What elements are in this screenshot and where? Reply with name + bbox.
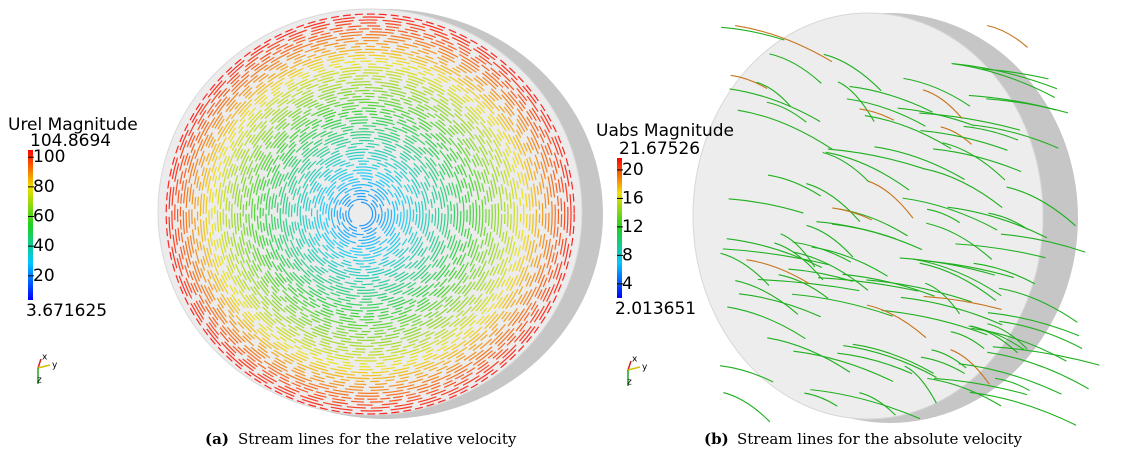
tick-label: 16 (622, 188, 644, 208)
stream-line (723, 393, 769, 422)
tick-label: 4 (622, 274, 633, 294)
tick-label: 20 (33, 266, 55, 286)
axis-x-label: x (42, 353, 48, 363)
tick-label: 20 (622, 160, 644, 180)
figure: Urel Magnitude104.86943.6716252040608010… (0, 0, 1140, 458)
axis-y (628, 367, 640, 370)
render-b (693, 13, 1099, 425)
caption-label: (a) (205, 430, 229, 448)
tick-label: 60 (33, 207, 55, 227)
render-a (158, 9, 603, 419)
axis-y (38, 365, 50, 368)
tick-label: 80 (33, 177, 55, 197)
caption-text: Stream lines for the absolute velocity (737, 430, 1023, 448)
colorbar-title: Uabs Magnitude (596, 121, 734, 141)
colorbar-max: 21.67526 (619, 139, 700, 159)
tick-label: 40 (33, 236, 55, 256)
axis-x-label: x (632, 355, 638, 365)
stream-line (987, 25, 1028, 47)
tick-label: 12 (622, 217, 644, 237)
caption-text: Stream lines for the relative velocity (238, 430, 517, 448)
colorbar-min: 2.013651 (615, 299, 696, 319)
axis-y-label: y (52, 361, 58, 371)
axis-y-label: y (642, 363, 648, 373)
tick-label: 8 (622, 245, 633, 265)
axis-z-label: z (37, 376, 42, 386)
colorbar-min: 3.671625 (26, 301, 107, 321)
caption-label: (b) (704, 430, 729, 448)
axis-z-label: z (627, 378, 632, 388)
tick-label: 100 (33, 147, 65, 167)
